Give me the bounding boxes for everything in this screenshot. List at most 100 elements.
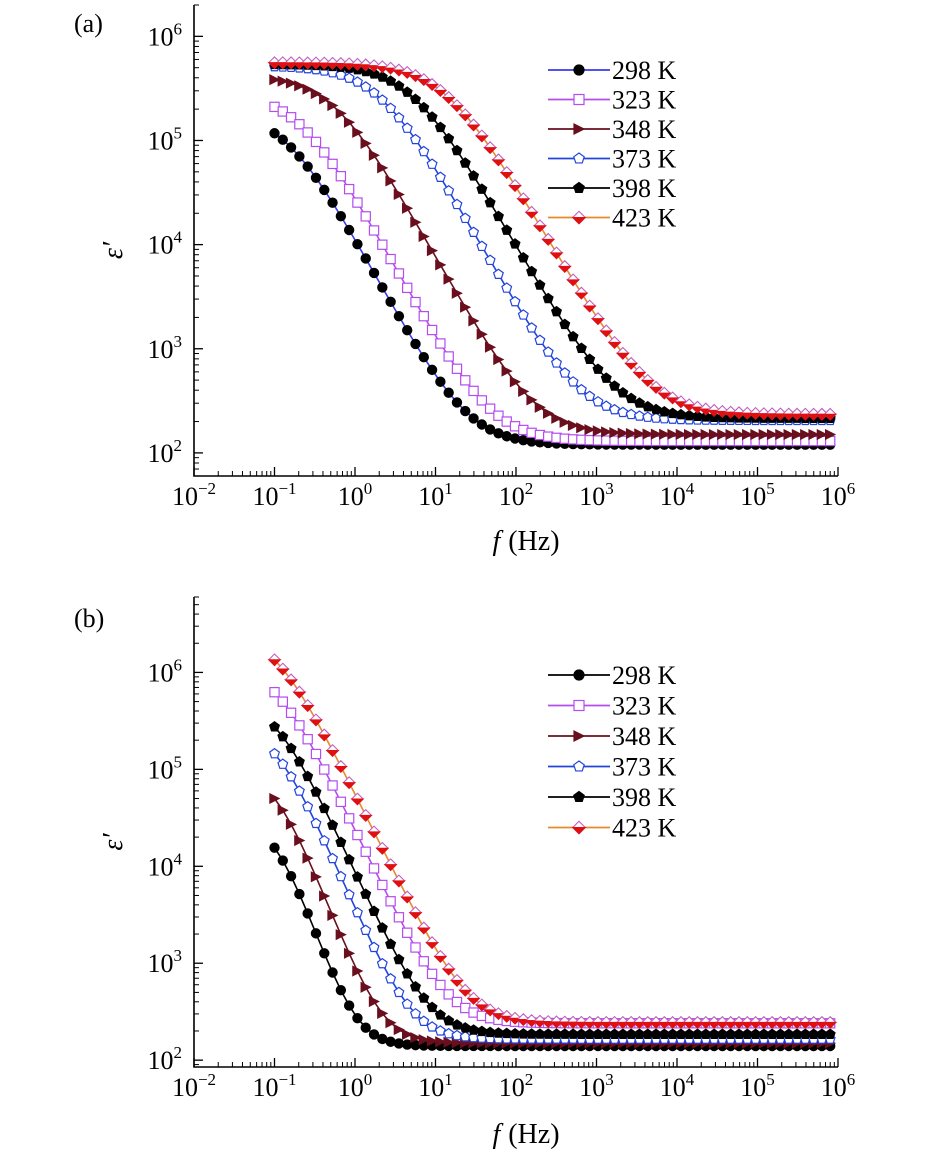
y-tick-label: 104 <box>148 228 183 260</box>
series-point-fill <box>309 719 323 727</box>
series-point-fill <box>317 62 332 70</box>
series-group <box>267 653 838 1052</box>
series-point <box>443 184 455 196</box>
series-point <box>360 888 372 899</box>
series-point <box>360 211 371 222</box>
series-point <box>650 403 662 415</box>
x-tick-label: 10−2 <box>172 479 216 511</box>
y-tick-label: 106 <box>148 655 183 687</box>
series-point-fill <box>524 211 539 219</box>
series-point-fill <box>574 292 589 300</box>
series-point <box>368 149 380 161</box>
series-point-fill <box>450 105 464 113</box>
series-point <box>476 183 488 194</box>
x-tick-label: 100 <box>338 479 373 511</box>
series-point <box>343 72 355 83</box>
series-point-fill <box>781 1021 796 1029</box>
series-point <box>484 424 496 435</box>
series-point <box>434 121 446 133</box>
series-point-fill <box>582 1021 597 1029</box>
series-point <box>509 433 521 444</box>
series-point <box>451 397 463 408</box>
series-point <box>435 338 446 349</box>
legend-marker <box>573 123 586 135</box>
series-line <box>274 106 831 442</box>
legend-marker-fill <box>571 827 587 835</box>
series-point <box>468 1024 480 1035</box>
x-tick-label: 103 <box>579 479 614 511</box>
series-point <box>443 132 455 144</box>
series-point-fill <box>333 62 348 70</box>
series-point-fill <box>408 912 423 920</box>
series-point <box>352 126 364 138</box>
series-point <box>542 292 554 304</box>
series-point <box>327 197 338 208</box>
series-point-fill <box>532 225 547 233</box>
series-point <box>501 365 513 377</box>
series-point <box>584 353 596 364</box>
series-point <box>426 1035 439 1047</box>
series-point <box>352 965 364 977</box>
series-point-fill <box>317 734 332 742</box>
series-point-fill <box>292 62 307 70</box>
legend-label: 398 K <box>612 174 677 203</box>
series-point-fill <box>284 679 299 687</box>
series-point <box>409 980 422 992</box>
series-point <box>335 929 347 941</box>
series-point-fill <box>450 979 464 987</box>
series-point <box>343 947 356 959</box>
series-point <box>293 755 305 767</box>
series-point <box>700 428 712 441</box>
series-point-fill <box>425 942 440 950</box>
series-point <box>575 383 587 395</box>
series-point <box>385 296 396 308</box>
series-point <box>592 363 604 374</box>
series-point <box>277 106 288 117</box>
series-point <box>492 210 504 222</box>
series-point <box>319 93 331 105</box>
series-point-fill <box>416 927 431 935</box>
y-tick-label: 102 <box>148 436 183 468</box>
series-point <box>385 896 396 907</box>
legend-marker-fill <box>571 217 587 225</box>
series-point <box>401 968 413 979</box>
series-point-fill <box>574 1021 589 1029</box>
series-point <box>708 428 721 441</box>
y-axis: 102 103 104 105 106 <box>148 596 203 1075</box>
series-point <box>435 979 446 991</box>
series-point-fill <box>441 96 456 104</box>
series-point <box>451 1029 463 1041</box>
series-point <box>360 924 372 935</box>
series-point-fill <box>756 1021 771 1029</box>
series-point <box>385 938 397 949</box>
series-point <box>351 871 363 882</box>
series-point-fill <box>740 412 755 420</box>
series-point <box>534 279 546 290</box>
series-point <box>269 842 280 853</box>
x-tick-label: 102 <box>499 1070 534 1102</box>
series-point <box>360 137 372 149</box>
series-point-fill <box>698 1021 713 1029</box>
series-point-fill <box>591 1021 605 1029</box>
series-point <box>484 254 496 266</box>
series-point <box>592 425 604 437</box>
legend-label: 373 K <box>612 753 677 782</box>
series-point <box>584 424 596 436</box>
series-point <box>791 428 803 441</box>
series-point <box>327 780 338 791</box>
series-point <box>376 922 388 933</box>
series-point <box>633 410 645 421</box>
series-point <box>368 1029 380 1040</box>
series-point <box>426 111 438 122</box>
series-point <box>285 770 297 782</box>
legend-label: 398 K <box>612 783 677 812</box>
series-point <box>434 1009 446 1020</box>
series-point <box>426 245 439 257</box>
y-tick-label: 106 <box>148 19 183 51</box>
y-axis-title: ε′ <box>98 833 129 851</box>
series-point <box>310 871 322 883</box>
x-tick-label: 10−1 <box>252 1070 296 1102</box>
series-point-fill <box>798 413 813 421</box>
legend-marker <box>573 760 585 772</box>
series-point <box>310 136 322 148</box>
